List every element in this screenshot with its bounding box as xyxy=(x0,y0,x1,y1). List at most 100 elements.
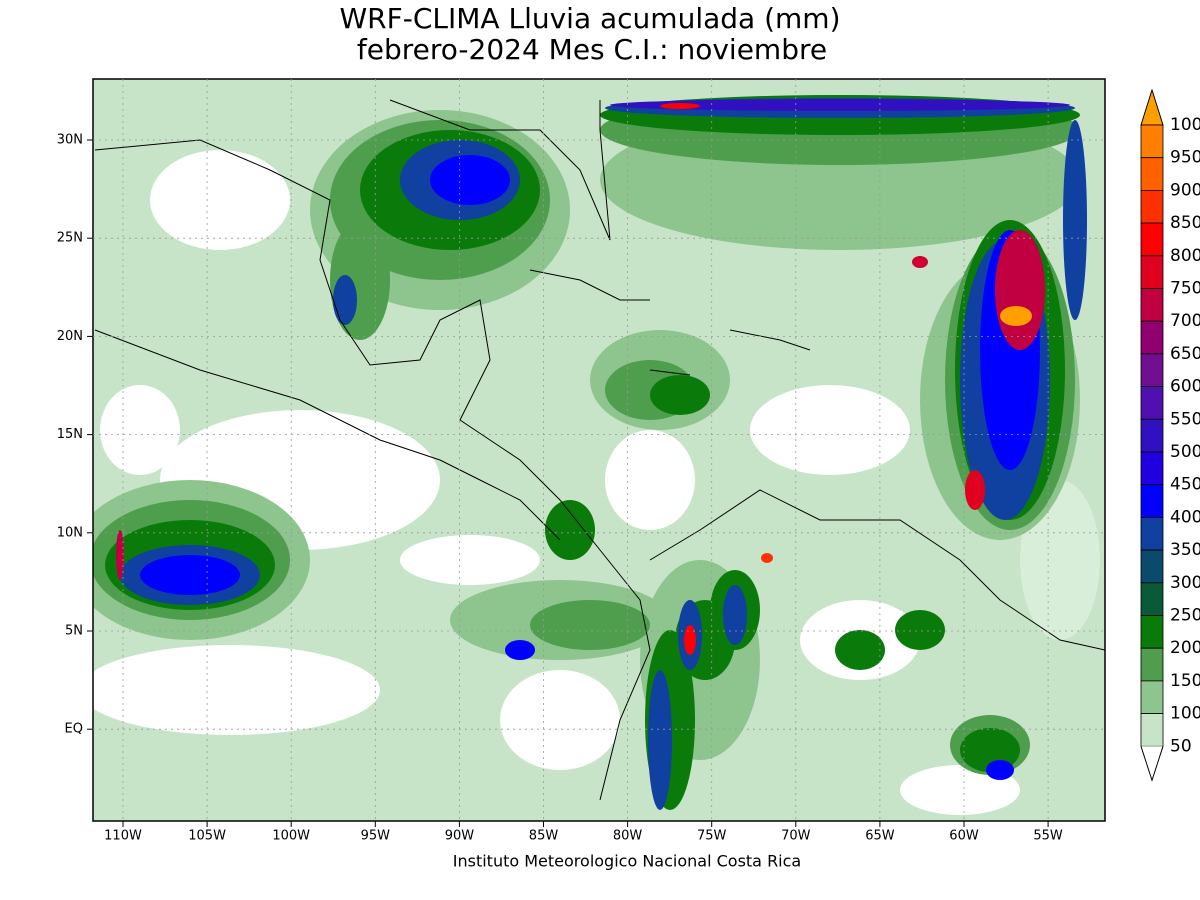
precip-area xyxy=(684,625,696,655)
precip-area xyxy=(895,610,945,650)
lon-label: 95W xyxy=(361,829,391,844)
title-line: febrero-2024 Mes C.I.: noviembre xyxy=(357,33,827,66)
coastline xyxy=(94,139,651,801)
precip-area xyxy=(1000,306,1032,326)
colorbar-arrow xyxy=(1140,746,1164,782)
lon-label: 85W xyxy=(529,829,559,844)
precip-area xyxy=(500,670,620,770)
map-field xyxy=(93,79,1105,821)
lon-label: 100W xyxy=(272,829,310,844)
precip-area xyxy=(995,230,1045,350)
precip-area xyxy=(505,640,535,660)
precip-area xyxy=(150,150,290,250)
precip-area xyxy=(530,600,650,650)
colorbar-box xyxy=(1140,517,1164,551)
colorbar-label: 800 xyxy=(1170,246,1200,266)
map-frame xyxy=(92,78,1106,822)
precip-area xyxy=(900,765,1020,815)
lat-label: 15N xyxy=(57,427,83,442)
precip-area xyxy=(660,103,700,109)
colorbar-label: 400 xyxy=(1170,507,1200,527)
colorbar-label: 100 xyxy=(1170,704,1200,724)
colorbar-label: 300 xyxy=(1170,573,1200,593)
colorbar-box xyxy=(1140,255,1164,289)
lon-label: 65W xyxy=(865,829,895,844)
colorbar-box xyxy=(1140,189,1164,224)
colorbar-box xyxy=(1140,124,1164,159)
colorbar-label: 950 xyxy=(1170,148,1200,168)
precip-area xyxy=(116,530,124,580)
title-line: WRF-CLIMA Lluvia acumulada (mm) xyxy=(340,2,841,35)
colorbar-box xyxy=(1140,713,1164,747)
colorbar-box xyxy=(1140,680,1164,715)
colorbar-label: 750 xyxy=(1170,279,1200,299)
lon-label: 110W xyxy=(104,829,142,844)
precip-area xyxy=(750,385,910,475)
colorbar-box xyxy=(1140,484,1164,518)
precip-area xyxy=(965,470,985,510)
precip-area xyxy=(912,256,928,268)
lon-label: 80W xyxy=(613,829,643,844)
precip-area xyxy=(545,500,595,560)
colorbar-label: 50 xyxy=(1170,736,1192,756)
lon-label: 60W xyxy=(949,829,979,844)
precip-area xyxy=(140,555,240,595)
colorbar-label: 250 xyxy=(1170,606,1200,626)
lon-label: 105W xyxy=(188,829,226,844)
colorbar-box xyxy=(1140,288,1164,322)
colorbar-box xyxy=(1140,615,1164,649)
precip-area xyxy=(100,385,180,475)
colorbar-label: 500 xyxy=(1170,442,1200,462)
colorbar-arrow xyxy=(1140,88,1164,126)
colorbar-box xyxy=(1140,157,1164,191)
lat-label: 10N xyxy=(57,525,83,540)
precip-area xyxy=(430,155,510,205)
colorbar-box xyxy=(1140,647,1164,682)
coastline xyxy=(649,489,1105,651)
coastline xyxy=(389,99,611,241)
precip-area xyxy=(761,553,773,563)
precip-area xyxy=(610,99,1070,111)
colorbar-label: 700 xyxy=(1170,311,1200,331)
colorbar-box xyxy=(1140,320,1164,355)
lat-label: 30N xyxy=(57,133,83,148)
colorbar-label: 900 xyxy=(1170,180,1200,200)
precip-area xyxy=(723,585,747,645)
precip-area xyxy=(333,275,357,325)
footer: Instituto Meteorologico Nacional Costa R… xyxy=(453,852,801,871)
precip-area xyxy=(650,375,710,415)
lon-label: 70W xyxy=(781,829,811,844)
colorbar-label: 550 xyxy=(1170,409,1200,429)
precip-area xyxy=(648,670,672,810)
lon-label: 90W xyxy=(445,829,475,844)
lat-label: 20N xyxy=(57,329,83,344)
lat-label: 5N xyxy=(65,624,83,639)
colorbar-label: 850 xyxy=(1170,213,1200,233)
colorbar-label: 350 xyxy=(1170,540,1200,560)
lon-label: 75W xyxy=(697,829,727,844)
colorbar-box xyxy=(1140,386,1164,420)
precip-area xyxy=(93,645,380,735)
colorbar-box xyxy=(1140,353,1164,387)
colorbar-box xyxy=(1140,418,1164,453)
precip-area xyxy=(986,760,1014,780)
colorbar-box xyxy=(1140,582,1164,616)
precip-area xyxy=(835,630,885,670)
colorbar-label: 200 xyxy=(1170,638,1200,658)
colorbar-box xyxy=(1140,451,1164,486)
colorbar-label: 100 xyxy=(1170,115,1200,135)
colorbar-label: 650 xyxy=(1170,344,1200,364)
lon-label: 55W xyxy=(1033,829,1063,844)
precip-area xyxy=(1063,120,1087,320)
colorbar-label: 150 xyxy=(1170,671,1200,691)
lat-label: 25N xyxy=(57,231,83,246)
precip-area xyxy=(605,430,695,530)
coastline xyxy=(529,269,811,376)
colorbar-label: 600 xyxy=(1170,377,1200,397)
coastline xyxy=(94,329,561,541)
colorbar-box xyxy=(1140,549,1164,584)
lat-label: EQ xyxy=(65,722,83,737)
precip-area xyxy=(400,535,540,585)
